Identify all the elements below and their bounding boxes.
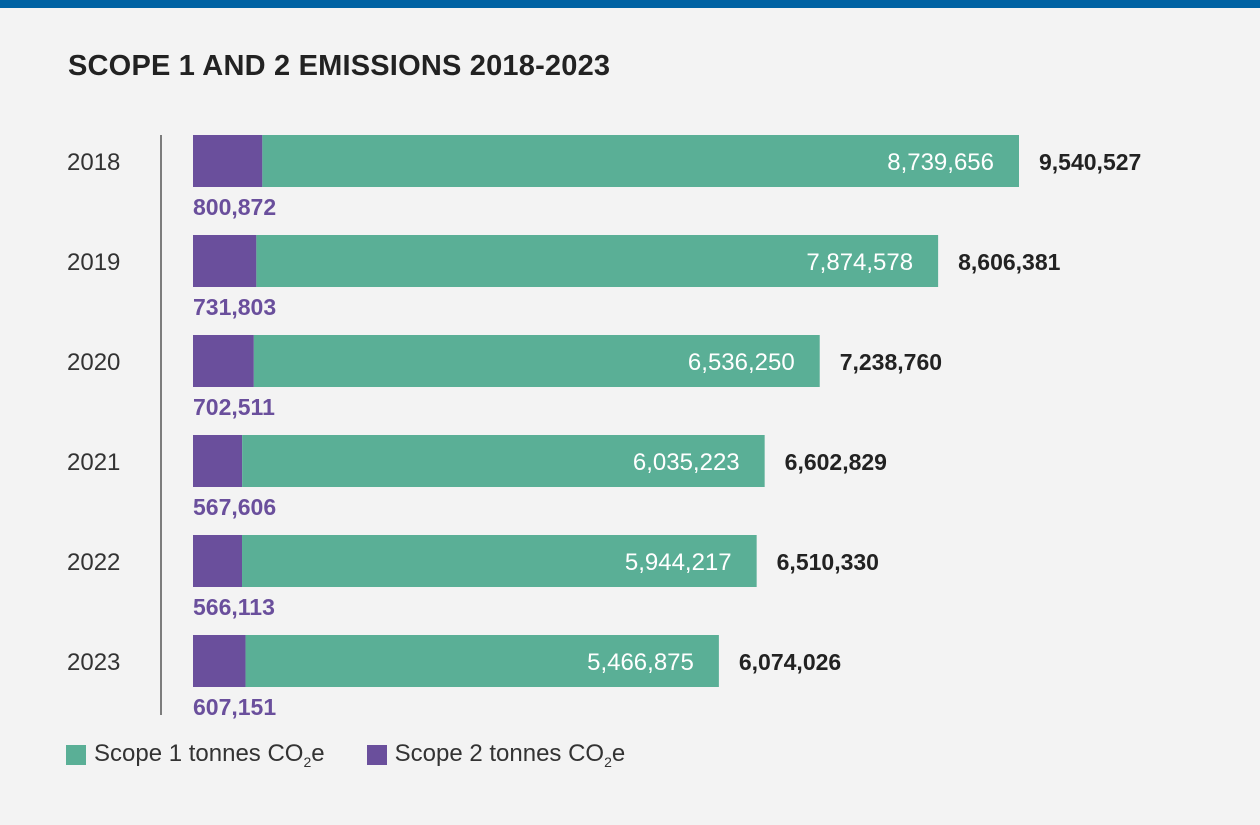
total-value-label-2022: 6,510,330 [777, 549, 879, 575]
legend-item-scope1: Scope 1 tonnes CO2e [66, 740, 325, 770]
bar-scope2-2020 [193, 335, 254, 387]
bar-scope1-2022 [242, 535, 757, 587]
scope1-value-label-2023: 5,466,875 [587, 649, 694, 676]
legend-label-scope2: Scope 2 tonnes CO2e [394, 740, 626, 770]
scope1-value-label-2018: 8,739,656 [887, 149, 994, 176]
top-accent-bar [0, 0, 1260, 8]
year-label-2019: 2019 [67, 249, 120, 276]
bar-scope1-2018 [262, 135, 1020, 187]
scope2-value-label-2020: 702,511 [193, 394, 275, 420]
bar-scope1-2021 [242, 435, 765, 487]
scope1-value-label-2020: 6,536,250 [688, 349, 795, 376]
scope1-value-label-2022: 5,944,217 [625, 549, 732, 576]
legend-swatch-scope2 [366, 744, 387, 765]
scope2-value-label-2022: 566,113 [193, 594, 275, 620]
scope1-value-label-2021: 6,035,223 [633, 449, 740, 476]
total-value-label-2019: 8,606,381 [958, 249, 1061, 275]
legend-label-scope1: Scope 1 tonnes CO2e [94, 740, 325, 770]
total-value-label-2021: 6,602,829 [785, 449, 887, 475]
bar-scope2-2018 [193, 135, 263, 187]
bar-scope1-2023 [245, 635, 719, 687]
total-value-label-2023: 6,074,026 [739, 649, 841, 675]
total-value-label-2020: 7,238,760 [840, 349, 942, 375]
total-value-label-2018: 9,540,527 [1039, 149, 1141, 175]
scope2-value-label-2019: 731,803 [193, 294, 276, 320]
scope1-value-label-2019: 7,874,578 [806, 249, 913, 276]
chart-legend: Scope 1 tonnes CO2e Scope 2 tonnes CO2e [66, 740, 667, 770]
year-label-2018: 2018 [67, 149, 120, 176]
bar-scope1-2019 [256, 235, 939, 287]
legend-swatch-scope1 [66, 744, 86, 765]
scope2-value-label-2021: 567,606 [193, 494, 276, 520]
bar-scope1-2020 [253, 335, 820, 387]
bar-scope2-2021 [193, 435, 243, 487]
scope2-value-label-2018: 800,872 [193, 194, 276, 220]
year-label-2021: 2021 [67, 449, 120, 476]
chart-title: SCOPE 1 AND 2 EMISSIONS 2018-2023 [68, 50, 611, 82]
bar-scope2-2019 [193, 235, 257, 287]
year-label-2022: 2022 [67, 549, 120, 576]
legend-item-scope2: Scope 2 tonnes CO2e [366, 740, 626, 770]
scope2-value-label-2023: 607,151 [193, 694, 276, 720]
year-label-2023: 2023 [67, 649, 120, 676]
year-label-2020: 2020 [67, 349, 120, 376]
bar-scope2-2022 [193, 535, 243, 587]
bar-scope2-2023 [193, 635, 246, 687]
